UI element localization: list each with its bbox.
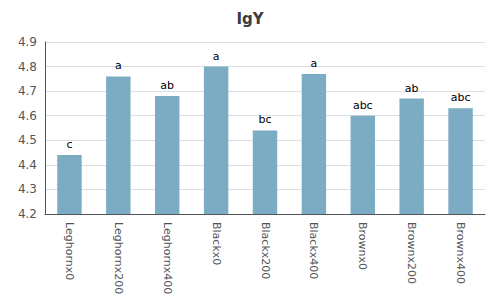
svg-text:abc: abc: [451, 91, 471, 104]
svg-text:4.7: 4.7: [18, 84, 37, 98]
svg-text:4.2: 4.2: [18, 207, 37, 221]
svg-text:a: a: [115, 59, 122, 72]
svg-text:bc: bc: [258, 113, 271, 126]
svg-text:a: a: [311, 57, 318, 70]
svg-text:Blackx200: Blackx200: [259, 222, 272, 279]
svg-text:IgY: IgY: [236, 10, 264, 28]
svg-text:c: c: [66, 138, 72, 151]
svg-text:Brownx200: Brownx200: [405, 222, 418, 284]
svg-text:Brownx400: Brownx400: [454, 222, 467, 284]
svg-text:4.8: 4.8: [18, 60, 37, 74]
svg-text:abc: abc: [353, 99, 373, 112]
svg-text:4.5: 4.5: [18, 133, 37, 147]
svg-text:4.6: 4.6: [18, 109, 37, 123]
svg-text:ab: ab: [405, 82, 419, 95]
svg-text:Leghornx400: Leghornx400: [161, 222, 174, 294]
svg-text:Brownx0: Brownx0: [356, 222, 369, 270]
svg-text:4.9: 4.9: [18, 35, 37, 49]
svg-text:4.4: 4.4: [18, 158, 37, 172]
svg-text:a: a: [213, 50, 220, 63]
svg-text:Leghornx0: Leghornx0: [63, 222, 76, 280]
svg-text:Blackx400: Blackx400: [307, 222, 320, 279]
svg-text:Blackx0: Blackx0: [210, 222, 223, 265]
svg-text:ab: ab: [160, 79, 174, 92]
svg-text:Leghornx200: Leghornx200: [112, 222, 125, 294]
svg-text:4.3: 4.3: [18, 182, 37, 196]
